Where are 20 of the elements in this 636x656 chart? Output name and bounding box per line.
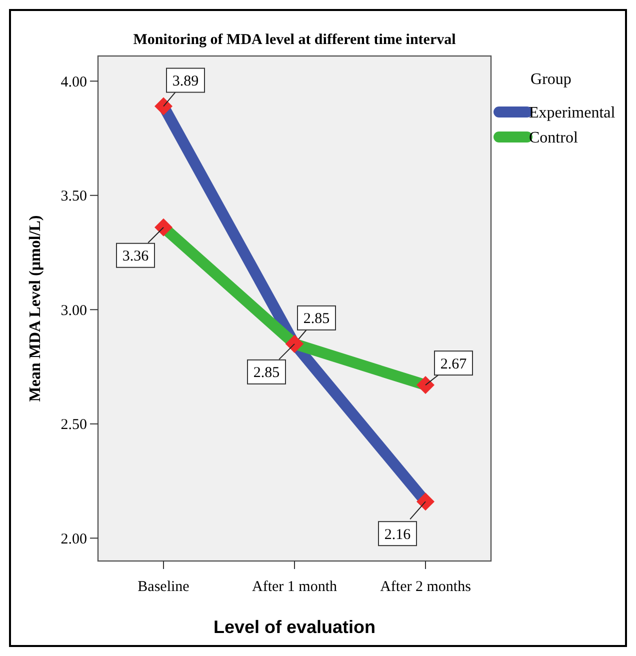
y-tick-label: 3.00 bbox=[60, 302, 87, 319]
data-label: 2.85 bbox=[253, 365, 280, 382]
data-label: 3.36 bbox=[122, 248, 150, 265]
x-tick-label: After 2 months bbox=[380, 579, 472, 595]
y-tick-label: 3.50 bbox=[60, 188, 87, 205]
chart-title: Monitoring of MDA level at different time interval bbox=[133, 32, 456, 48]
data-label: 2.67 bbox=[440, 356, 468, 372]
legend-title: Group bbox=[530, 71, 572, 88]
x-tick-label: After 1 month bbox=[252, 579, 338, 595]
y-tick-label: 2.00 bbox=[60, 531, 87, 548]
data-label: 2.85 bbox=[303, 311, 330, 328]
data-label: 2.16 bbox=[384, 526, 412, 543]
x-axis-title: Level of evaluation bbox=[213, 617, 376, 637]
x-tick-label: Baseline bbox=[138, 579, 190, 595]
y-axis-title: Mean MDA Level (µmol/L) bbox=[27, 215, 44, 402]
legend-label: Experimental bbox=[529, 104, 616, 122]
data-label: 3.89 bbox=[172, 74, 199, 90]
legend-label: Control bbox=[529, 130, 578, 147]
y-tick-label: 4.00 bbox=[60, 74, 87, 90]
y-tick-label: 2.50 bbox=[60, 417, 87, 434]
